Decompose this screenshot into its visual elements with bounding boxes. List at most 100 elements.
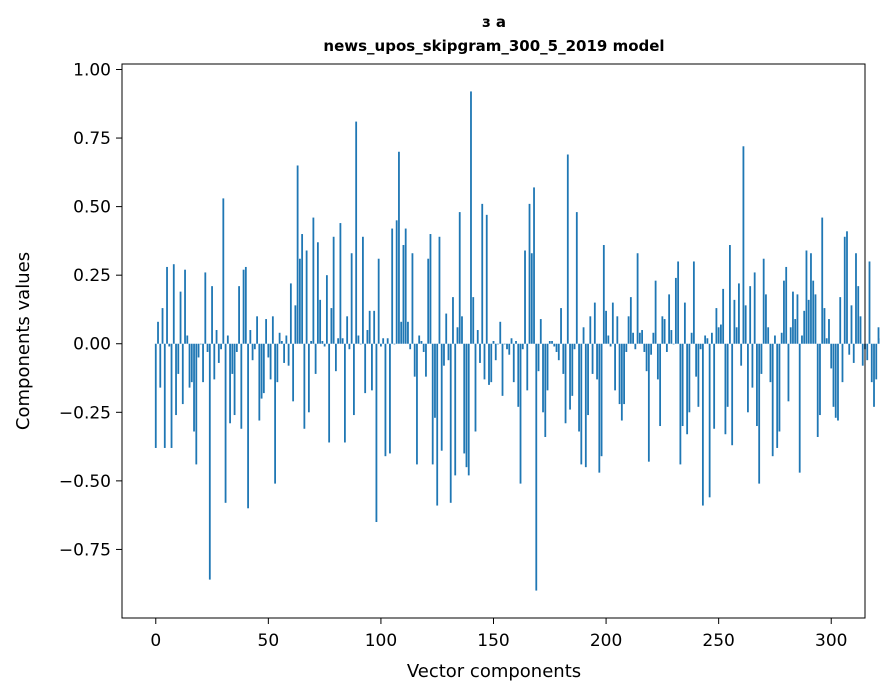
x-tick-label: 50 (258, 631, 280, 651)
bar-component-247 (711, 333, 713, 344)
bar-component-222 (655, 281, 657, 344)
bar-component-101 (382, 338, 384, 343)
bar-component-200 (605, 311, 607, 344)
y-axis-label: Components values (13, 252, 34, 430)
bar-component-169 (535, 344, 537, 591)
bar-component-83 (342, 338, 344, 343)
bar-component-125 (436, 344, 438, 506)
bar-component-282 (790, 327, 792, 343)
bar-component-19 (198, 344, 200, 358)
y-tick-label: 0.25 (73, 266, 111, 286)
bar-component-71 (315, 344, 317, 374)
bar-component-171 (540, 319, 542, 344)
bar-component-30 (222, 198, 224, 343)
bar-component-243 (702, 344, 704, 506)
bar-component-81 (337, 338, 339, 343)
bar-component-193 (589, 316, 591, 343)
bar-component-131 (450, 344, 452, 503)
bar-component-302 (835, 344, 837, 418)
bar-component-37 (238, 286, 240, 344)
bar-component-142 (475, 344, 477, 432)
bar-component-132 (452, 297, 454, 344)
bar-component-194 (592, 344, 594, 374)
bar-component-82 (340, 223, 342, 344)
y-tick-label: 0.75 (73, 129, 111, 149)
bar-component-58 (285, 336, 287, 344)
bar-component-216 (641, 330, 643, 344)
bar-component-218 (646, 344, 648, 371)
bar-component-163 (522, 344, 524, 349)
bar-component-28 (218, 344, 220, 363)
bar-component-234 (682, 344, 684, 426)
bar-component-100 (380, 344, 382, 347)
bar-component-167 (531, 253, 533, 343)
bar-component-116 (416, 344, 418, 465)
bar-component-41 (247, 344, 249, 509)
bar-component-139 (468, 344, 470, 476)
bar-component-261 (743, 146, 745, 343)
bar-component-128 (443, 344, 445, 366)
bar-component-203 (612, 303, 614, 344)
bar-component-270 (763, 259, 765, 344)
bar-component-220 (650, 344, 652, 355)
bar-component-166 (529, 204, 531, 344)
bar-component-291 (810, 253, 812, 343)
bar-component-189 (580, 344, 582, 465)
x-tick-label: 100 (365, 631, 397, 651)
bar-component-210 (628, 316, 630, 343)
bar-component-40 (245, 267, 247, 344)
bar-component-114 (412, 253, 414, 343)
bar-component-288 (803, 311, 805, 344)
bar-component-162 (520, 344, 522, 484)
bar-component-0 (155, 344, 157, 448)
bar-component-298 (826, 338, 828, 343)
bar-component-202 (610, 344, 612, 347)
bar-component-297 (824, 308, 826, 344)
bar-component-39 (243, 270, 245, 344)
bar-component-7 (171, 344, 173, 448)
bar-component-314 (862, 344, 864, 366)
bar-component-199 (603, 245, 605, 344)
bar-component-49 (265, 319, 267, 344)
bar-component-107 (396, 220, 398, 343)
bar-component-244 (704, 336, 706, 344)
bar-component-186 (574, 344, 576, 349)
bar-component-259 (738, 283, 740, 343)
bar-component-213 (634, 344, 636, 349)
bar-component-283 (792, 292, 794, 344)
bar-component-86 (349, 344, 351, 349)
bar-component-115 (414, 344, 416, 377)
bar-component-174 (547, 344, 549, 391)
bar-component-245 (706, 338, 708, 343)
bar-component-118 (421, 341, 423, 344)
bar-component-217 (643, 344, 645, 352)
bar-component-256 (731, 344, 733, 445)
bar-component-127 (441, 344, 443, 451)
bar-component-229 (670, 330, 672, 344)
bar-component-207 (621, 344, 623, 421)
bar-component-316 (866, 344, 868, 360)
bar-component-205 (616, 316, 618, 343)
bar-component-111 (405, 229, 407, 344)
bar-component-124 (434, 344, 436, 418)
x-tick-label: 250 (702, 631, 734, 651)
bar-component-274 (772, 344, 774, 456)
bar-component-156 (506, 344, 508, 349)
bar-component-179 (558, 344, 560, 360)
bar-component-52 (272, 316, 274, 343)
bar-component-228 (668, 294, 670, 343)
bar-component-284 (794, 319, 796, 344)
bar-component-238 (691, 333, 693, 344)
bar-component-95 (369, 311, 371, 344)
bar-component-175 (549, 341, 551, 344)
bar-component-215 (639, 333, 641, 344)
bar-component-152 (497, 344, 499, 345)
bar-component-321 (878, 327, 880, 343)
bar-component-98 (376, 344, 378, 522)
bar-component-183 (567, 155, 569, 344)
bar-component-164 (524, 251, 526, 344)
bar-component-16 (191, 344, 193, 382)
bar-component-55 (279, 333, 281, 344)
bar-component-299 (828, 319, 830, 344)
bar-component-172 (542, 344, 544, 413)
